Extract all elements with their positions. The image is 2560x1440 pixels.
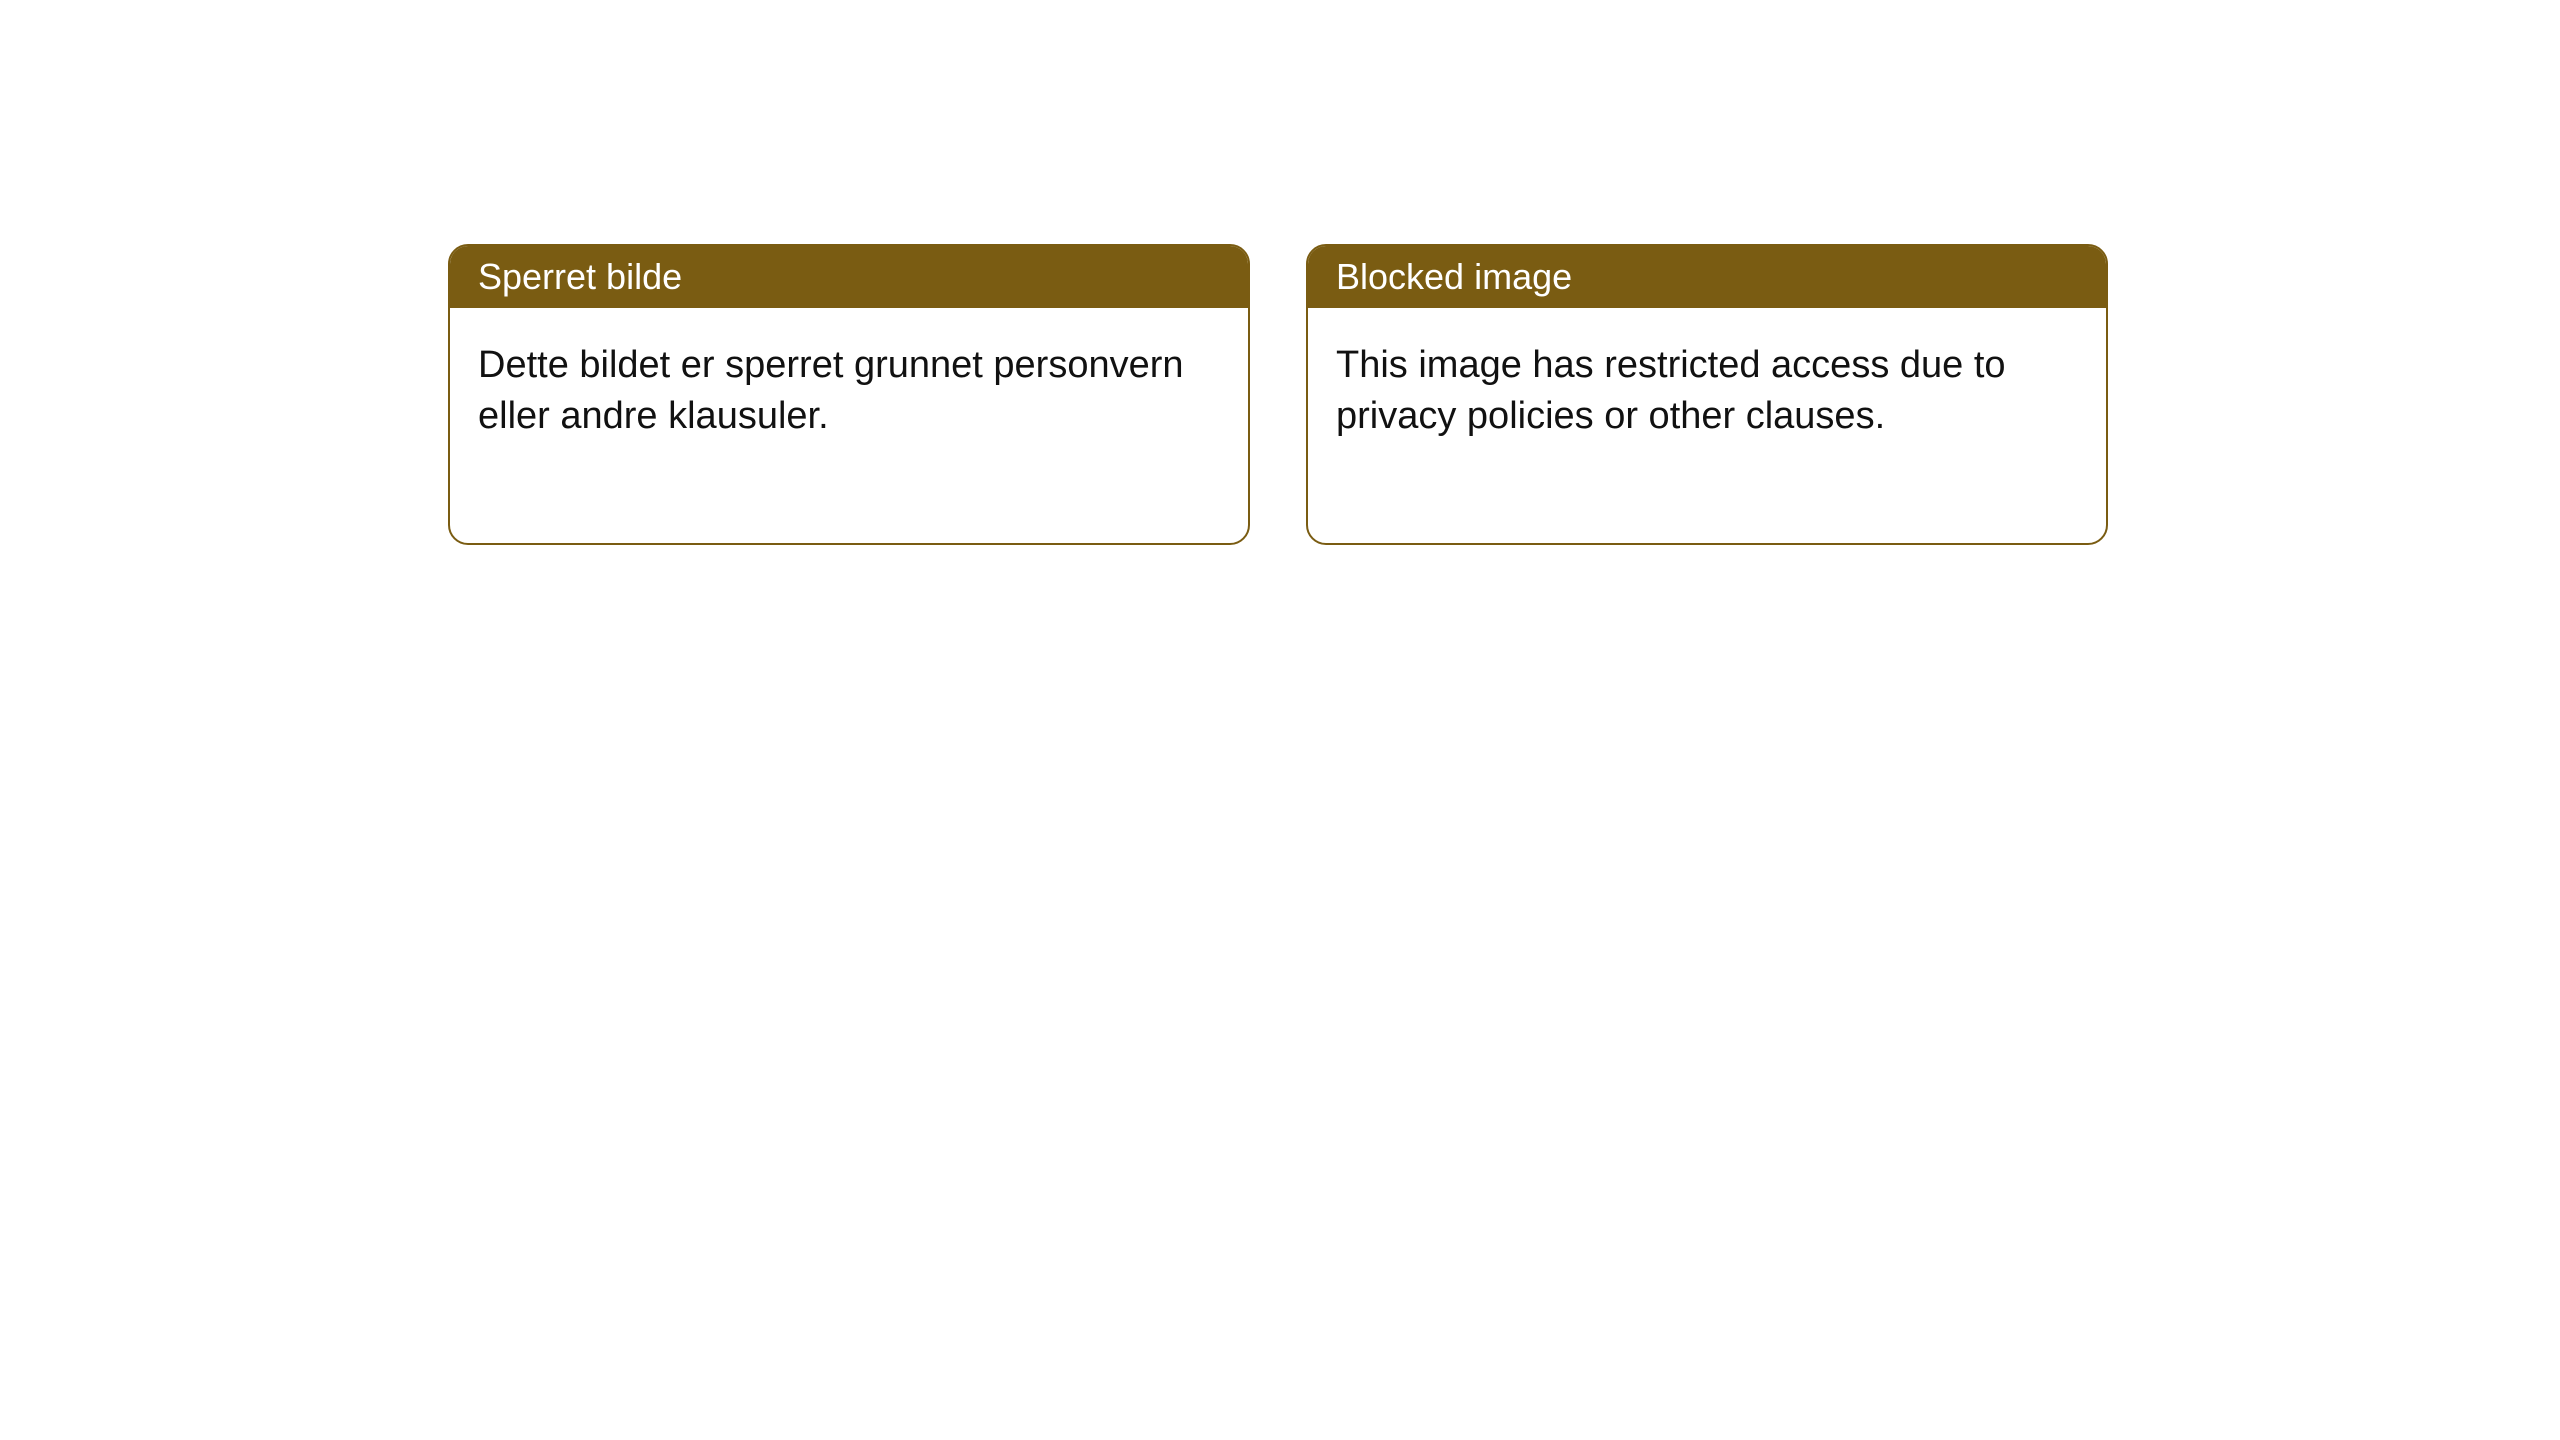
notice-card-norwegian: Sperret bilde Dette bildet er sperret gr… — [448, 244, 1250, 545]
notice-title: Blocked image — [1336, 256, 1572, 297]
notice-title: Sperret bilde — [478, 256, 682, 297]
notice-header: Blocked image — [1308, 246, 2106, 308]
notice-header: Sperret bilde — [450, 246, 1248, 308]
notice-body: Dette bildet er sperret grunnet personve… — [450, 308, 1248, 543]
notice-body-text: Dette bildet er sperret grunnet personve… — [478, 344, 1184, 437]
notice-container: Sperret bilde Dette bildet er sperret gr… — [0, 0, 2560, 545]
notice-card-english: Blocked image This image has restricted … — [1306, 244, 2108, 545]
notice-body-text: This image has restricted access due to … — [1336, 344, 2006, 437]
notice-body: This image has restricted access due to … — [1308, 308, 2106, 543]
